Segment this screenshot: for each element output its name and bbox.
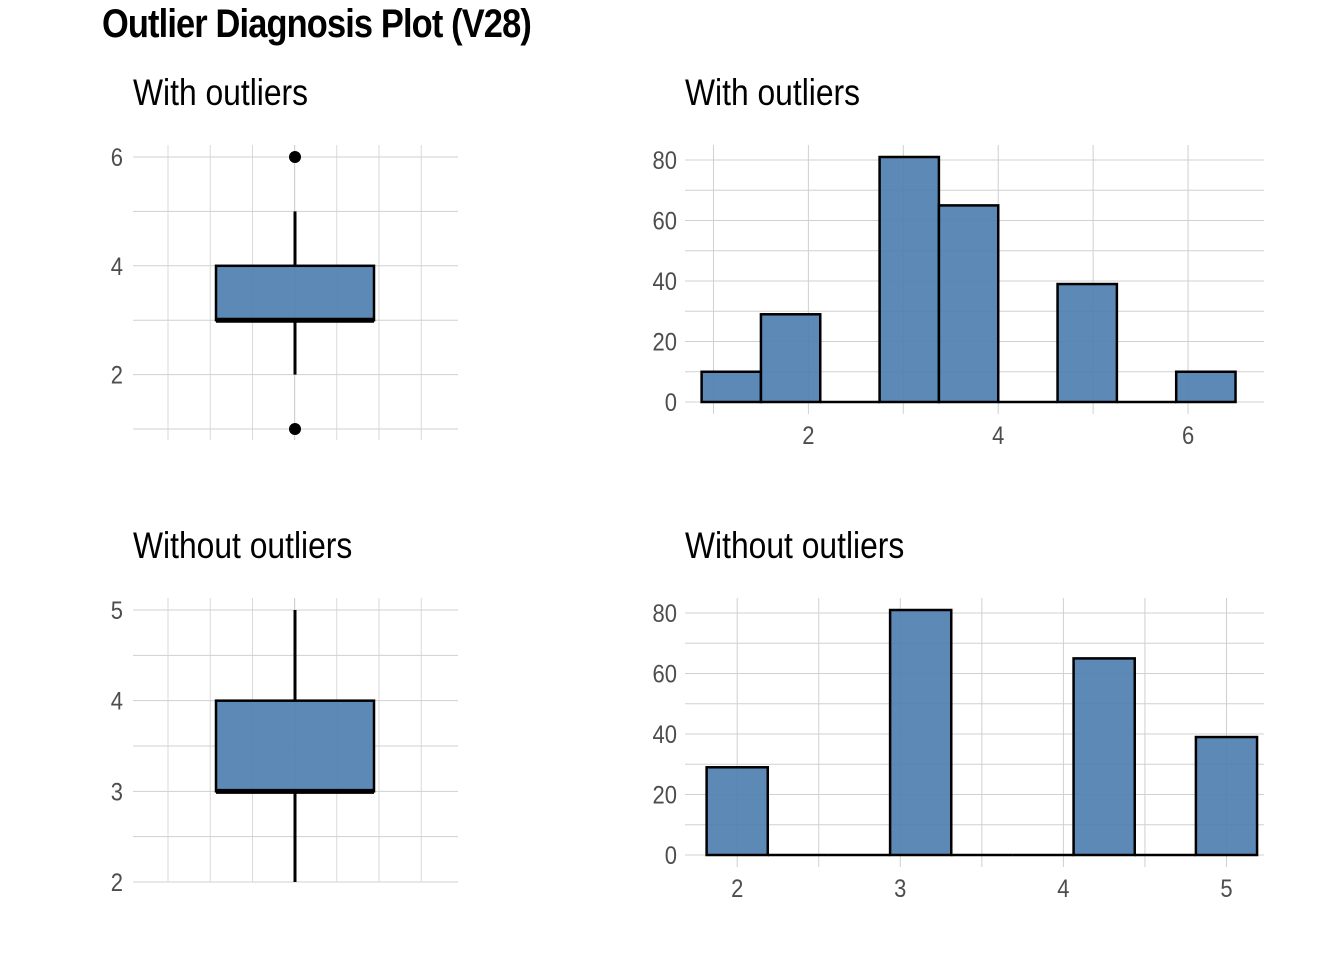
x-tick-label: 6 — [1182, 422, 1194, 450]
y-tick-label: 4 — [111, 253, 123, 281]
histogram-bar — [1056, 282, 1119, 404]
y-tick-label: 5 — [111, 597, 123, 625]
box_without-plot — [133, 598, 458, 883]
x-tick-label: 5 — [1220, 875, 1232, 903]
y-tick-label: 80 — [653, 600, 677, 628]
outlier-point — [289, 151, 301, 163]
box_with-plot — [133, 145, 458, 440]
histogram-bar — [1174, 370, 1237, 404]
y-tick-label: 0 — [665, 842, 677, 870]
histogram-bar — [1194, 735, 1259, 857]
hist_with-plot — [685, 145, 1264, 414]
y-tick-label: 60 — [653, 660, 677, 688]
hist_without-plot — [685, 598, 1264, 867]
histogram-bar — [937, 204, 1000, 404]
x-tick-label: 4 — [992, 422, 1004, 450]
histogram-bar — [888, 608, 953, 857]
y-tick-label: 20 — [653, 328, 677, 356]
y-tick-label: 0 — [665, 389, 677, 417]
box-iqr — [214, 264, 376, 322]
x-tick-label: 2 — [802, 422, 814, 450]
y-tick-label: 4 — [111, 687, 123, 715]
x-tick-label: 2 — [731, 875, 743, 903]
y-tick-label: 60 — [653, 207, 677, 235]
y-tick-label: 40 — [653, 268, 677, 296]
histogram-bar — [878, 155, 941, 404]
histogram-bar — [705, 766, 770, 857]
y-tick-label: 20 — [653, 781, 677, 809]
x-tick-label: 4 — [1057, 875, 1069, 903]
y-tick-label: 2 — [111, 361, 123, 389]
panel-title-hist-without: Without outliers — [685, 525, 905, 566]
y-tick-label: 6 — [111, 144, 123, 172]
histogram-bar — [1072, 657, 1136, 857]
outlier-point — [289, 423, 301, 435]
panel-title-hist-with: With outliers — [685, 72, 861, 113]
histogram-bar — [759, 313, 822, 404]
y-tick-label: 80 — [653, 147, 677, 175]
box-iqr — [214, 699, 376, 793]
y-tick-label: 3 — [111, 778, 123, 806]
y-tick-label: 2 — [111, 869, 123, 897]
y-tick-label: 40 — [653, 721, 677, 749]
panel-title-box-with: With outliers — [133, 72, 309, 113]
histogram-bar — [700, 370, 763, 404]
panel-title-box-without: Without outliers — [133, 525, 353, 566]
chart-title: Outlier Diagnosis Plot (V28) — [102, 2, 532, 46]
x-tick-label: 3 — [894, 875, 906, 903]
